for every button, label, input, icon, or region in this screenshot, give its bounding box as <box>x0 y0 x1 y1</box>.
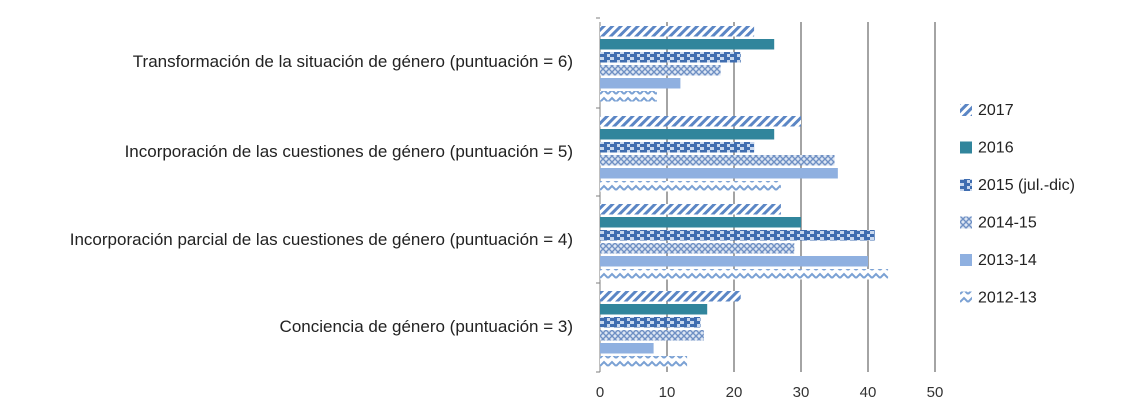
category-labels: Transformación de la situación de género… <box>70 52 573 336</box>
x-tick-label: 30 <box>793 384 810 401</box>
legend: 2017 2016 2015 (jul.-dic) 2014-15 2013-14 201… <box>960 102 1075 307</box>
bar <box>600 269 889 280</box>
bar <box>600 230 875 241</box>
bar <box>600 204 781 215</box>
bar <box>600 243 795 254</box>
legend-label: 2016 <box>978 140 1014 157</box>
bar <box>600 181 781 192</box>
bar <box>600 155 835 166</box>
bar <box>600 217 801 228</box>
bar <box>600 304 708 315</box>
legend-swatch <box>960 104 972 116</box>
bar <box>600 330 704 341</box>
bar <box>600 356 688 367</box>
x-tick-label: 10 <box>659 384 676 401</box>
legend-label: 2017 <box>978 102 1014 119</box>
x-tick-label: 20 <box>726 384 743 401</box>
bar <box>600 78 681 89</box>
x-tick-label: 0 <box>596 384 604 401</box>
bars-layer <box>600 26 889 367</box>
x-tick-label: 50 <box>927 384 944 401</box>
bar <box>600 116 801 127</box>
legend-swatch <box>960 291 972 304</box>
bar <box>600 52 741 63</box>
category-label: Incorporación de las cuestiones de géner… <box>125 142 573 161</box>
bar <box>600 129 775 140</box>
bar <box>600 168 838 179</box>
bar <box>600 65 721 76</box>
legend-label: 2012-13 <box>978 290 1037 307</box>
category-label: Incorporación parcial de las cuestiones … <box>70 230 573 249</box>
bar <box>600 91 657 102</box>
legend-swatch <box>960 141 972 154</box>
bar <box>600 39 775 50</box>
bar <box>600 26 755 37</box>
category-label: Transformación de la situación de género… <box>133 52 573 71</box>
bar <box>600 142 755 153</box>
x-tick-label: 40 <box>860 384 877 401</box>
bar <box>600 256 868 267</box>
bar <box>600 317 701 328</box>
legend-label: 2015 (jul.-dic) <box>978 177 1075 194</box>
legend-swatch <box>960 216 972 229</box>
category-label: Conciencia de género (puntuación = 3) <box>280 317 573 336</box>
legend-label: 2013-14 <box>978 252 1037 269</box>
legend-swatch <box>960 254 972 266</box>
legend-swatch <box>960 179 972 191</box>
bar <box>600 291 741 302</box>
x-axis-ticks: 0 10 20 30 40 50 <box>596 384 944 401</box>
legend-label: 2014-15 <box>978 215 1037 232</box>
bar <box>600 343 654 354</box>
